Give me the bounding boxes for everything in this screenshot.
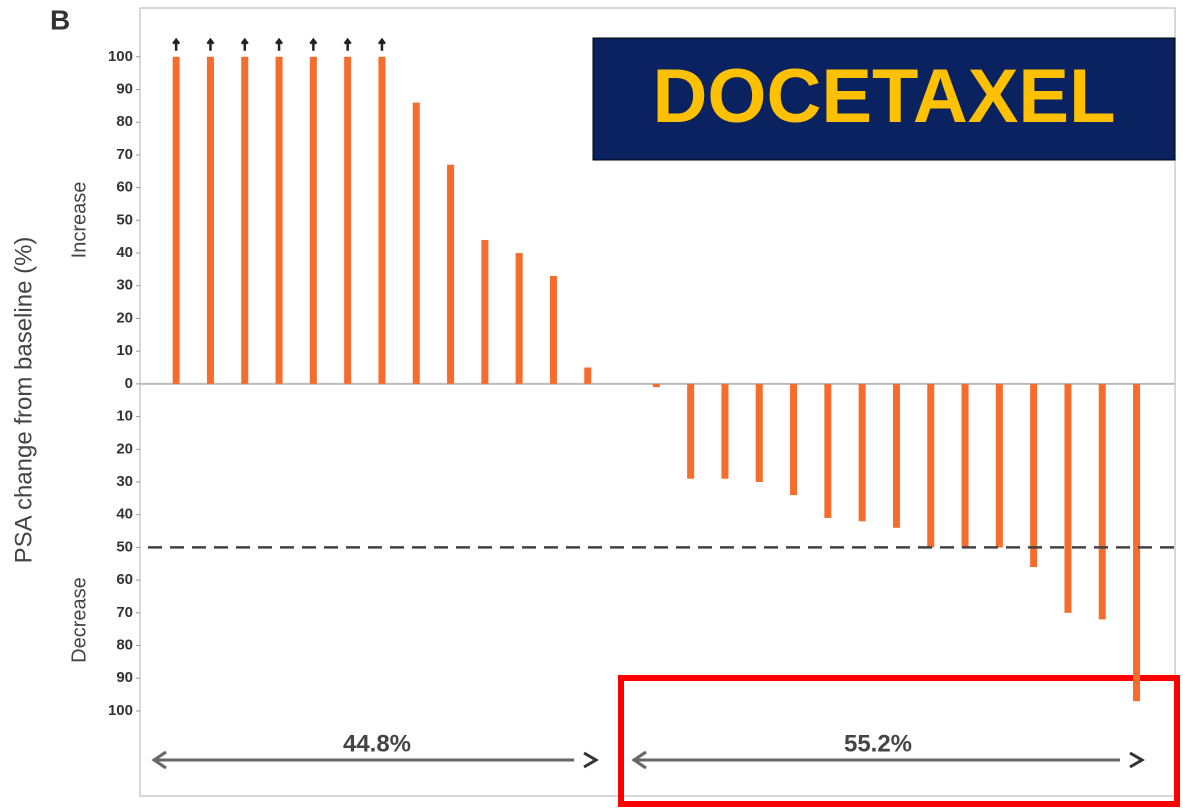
bar (549, 275, 557, 384)
group-label: 55.2% (844, 730, 912, 757)
bar (927, 383, 935, 548)
y-tick-label: 30 (116, 277, 133, 294)
y-tick-label: 70 (116, 146, 133, 163)
bar (721, 383, 729, 479)
y-tick-label: 90 (116, 80, 133, 97)
bar (309, 56, 317, 384)
badge-box (592, 37, 1176, 161)
y-tick-label: 80 (116, 113, 133, 130)
over-range-arrow (240, 37, 249, 51)
over-range-arrow (206, 37, 215, 51)
panel-label: B (50, 4, 70, 35)
y-tick-label: 60 (116, 179, 133, 196)
bar (652, 383, 660, 388)
bar (412, 102, 420, 384)
over-range-arrow (343, 37, 352, 51)
bar (515, 253, 523, 384)
bar (1064, 383, 1072, 613)
bar (755, 383, 763, 482)
y-tick-label: 20 (116, 440, 133, 457)
y-tick-label: 100 (108, 702, 133, 719)
y-tick-label: 50 (116, 211, 133, 228)
bar (584, 367, 592, 384)
group-arrows (151, 750, 1145, 770)
arrow-head (1129, 751, 1145, 769)
y-tick-label: 80 (116, 637, 133, 654)
y-tick-label: 10 (116, 342, 133, 359)
y-tick-label: 50 (116, 538, 133, 555)
arrow-head (631, 750, 647, 770)
y-tick-label: 100 (108, 48, 133, 65)
bar (858, 383, 866, 522)
over-range-arrow (172, 37, 181, 51)
badge-text: DOCETAXEL (652, 54, 1115, 139)
y-tick-label: 0 (125, 375, 133, 392)
over-range-arrow (275, 37, 284, 51)
bar (172, 56, 180, 384)
bar (892, 383, 900, 528)
bar (344, 56, 352, 384)
y-tick-label: 40 (116, 506, 133, 523)
bar (995, 383, 1003, 548)
bar (687, 383, 695, 479)
over-range-arrow (377, 37, 386, 51)
over-range-arrow (309, 37, 318, 51)
y-tick-label: 60 (116, 571, 133, 588)
plot-frame (139, 7, 1176, 797)
arrow-head (583, 751, 599, 769)
bar (824, 383, 832, 518)
bar (206, 56, 214, 384)
highlight-box (618, 675, 1180, 807)
bar (961, 383, 969, 548)
bar (378, 56, 386, 384)
bar (1133, 383, 1141, 702)
y-tick-label: 90 (116, 669, 133, 686)
bar (790, 383, 798, 496)
arrow-head (151, 750, 167, 770)
y-tick-label: 20 (116, 309, 133, 326)
y-tick-label: 70 (116, 604, 133, 621)
y-tick-label: 30 (116, 473, 133, 490)
y-tick-label: 40 (116, 244, 133, 261)
y-tick-label: 10 (116, 408, 133, 425)
bar (1098, 383, 1106, 620)
group-label: 44.8% (343, 730, 411, 757)
increase-label: Increase (68, 182, 90, 259)
bar (481, 239, 489, 384)
bar (447, 164, 455, 384)
bar (275, 56, 283, 384)
y-axis-title: PSA change from baseline (%) (10, 237, 37, 564)
bar (1030, 383, 1038, 568)
decrease-label: Decrease (68, 577, 90, 663)
bar (241, 56, 249, 384)
